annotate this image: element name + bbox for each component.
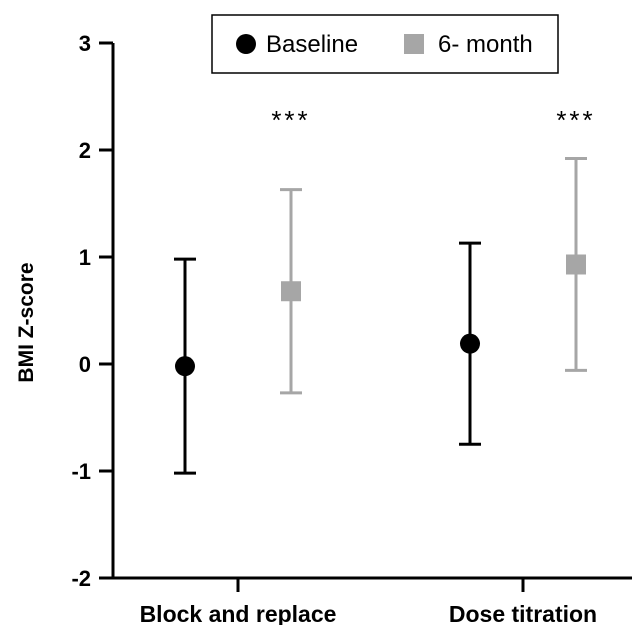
data-point-baseline [460,333,480,354]
data-marks: *** *** [174,105,595,475]
legend-label-baseline: Baseline [266,31,358,58]
data-point-6-month [566,254,586,275]
x-category-label: Block and replace [140,601,337,625]
legend-marker-baseline [236,34,256,54]
y-tick-label: 2 [79,138,91,163]
significance-label: *** [271,105,310,135]
y-tick-label: 0 [79,352,91,377]
legend-marker-6-month [404,34,424,54]
legend-box [211,14,559,74]
y-tick-label: -2 [71,566,91,591]
x-category-label: Dose titration [449,601,597,625]
y-tick-label: -1 [71,459,91,484]
y-axis-title: BMI Z-score [15,262,38,382]
legend: Baseline 6- month [211,14,559,74]
significance-label: *** [556,105,595,135]
legend-label-6-month: 6- month [438,31,533,58]
y-tick-label: 3 [79,31,91,56]
y-tick-label: 1 [79,245,91,270]
data-point-6-month [281,281,301,302]
data-point-baseline [175,356,195,377]
axes: 3 2 1 0 -1 -2 Block and replace Dose titration B… [15,31,632,627]
